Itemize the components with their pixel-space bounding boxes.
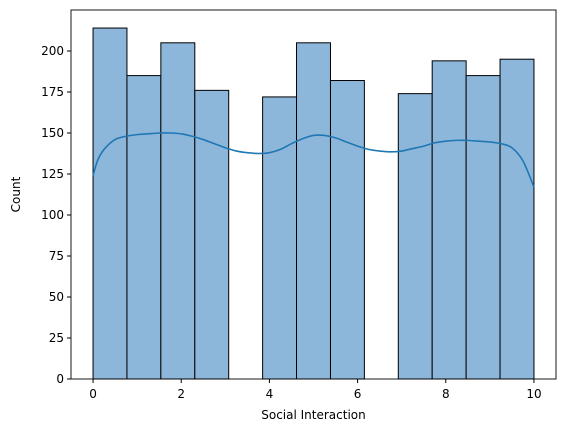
y-tick-label: 100 bbox=[41, 208, 64, 222]
bars-group bbox=[92, 27, 535, 380]
histogram-bar bbox=[126, 75, 162, 380]
x-tick-label: 8 bbox=[442, 387, 450, 401]
y-axis-label: Count bbox=[9, 176, 23, 212]
x-tick-label: 4 bbox=[266, 387, 274, 401]
x-tick-label: 2 bbox=[177, 387, 185, 401]
y-tick-label: 175 bbox=[41, 85, 64, 99]
histogram-bar bbox=[92, 27, 128, 380]
x-tick-label: 0 bbox=[89, 387, 97, 401]
y-tick-label: 200 bbox=[41, 44, 64, 58]
y-tick-label: 50 bbox=[49, 290, 64, 304]
x-axis-label: Social Interaction bbox=[261, 408, 366, 422]
x-tick-label: 10 bbox=[526, 387, 541, 401]
histogram-bar bbox=[262, 96, 298, 380]
histogram-bar bbox=[397, 93, 433, 380]
x-tick-label: 6 bbox=[354, 387, 362, 401]
plot-frame bbox=[70, 9, 557, 380]
x-axis-ticks: 0 2 4 6 8 10 bbox=[89, 379, 542, 401]
y-tick-label: 125 bbox=[41, 167, 64, 181]
y-tick-label: 0 bbox=[56, 372, 64, 386]
histogram-bar bbox=[296, 42, 331, 380]
histogram-bar bbox=[499, 58, 535, 380]
kde-line bbox=[92, 132, 535, 188]
histogram-bar bbox=[160, 42, 196, 380]
y-tick-label: 25 bbox=[49, 331, 64, 345]
histogram-bar bbox=[329, 80, 365, 380]
y-tick-label: 75 bbox=[49, 249, 64, 263]
y-tick-label: 150 bbox=[41, 126, 64, 140]
histogram-bar bbox=[465, 75, 501, 380]
histogram-bar bbox=[431, 60, 467, 380]
y-axis-ticks: 0 25 50 75 100 125 150 175 200 bbox=[41, 44, 71, 386]
histogram-bar bbox=[194, 89, 230, 380]
